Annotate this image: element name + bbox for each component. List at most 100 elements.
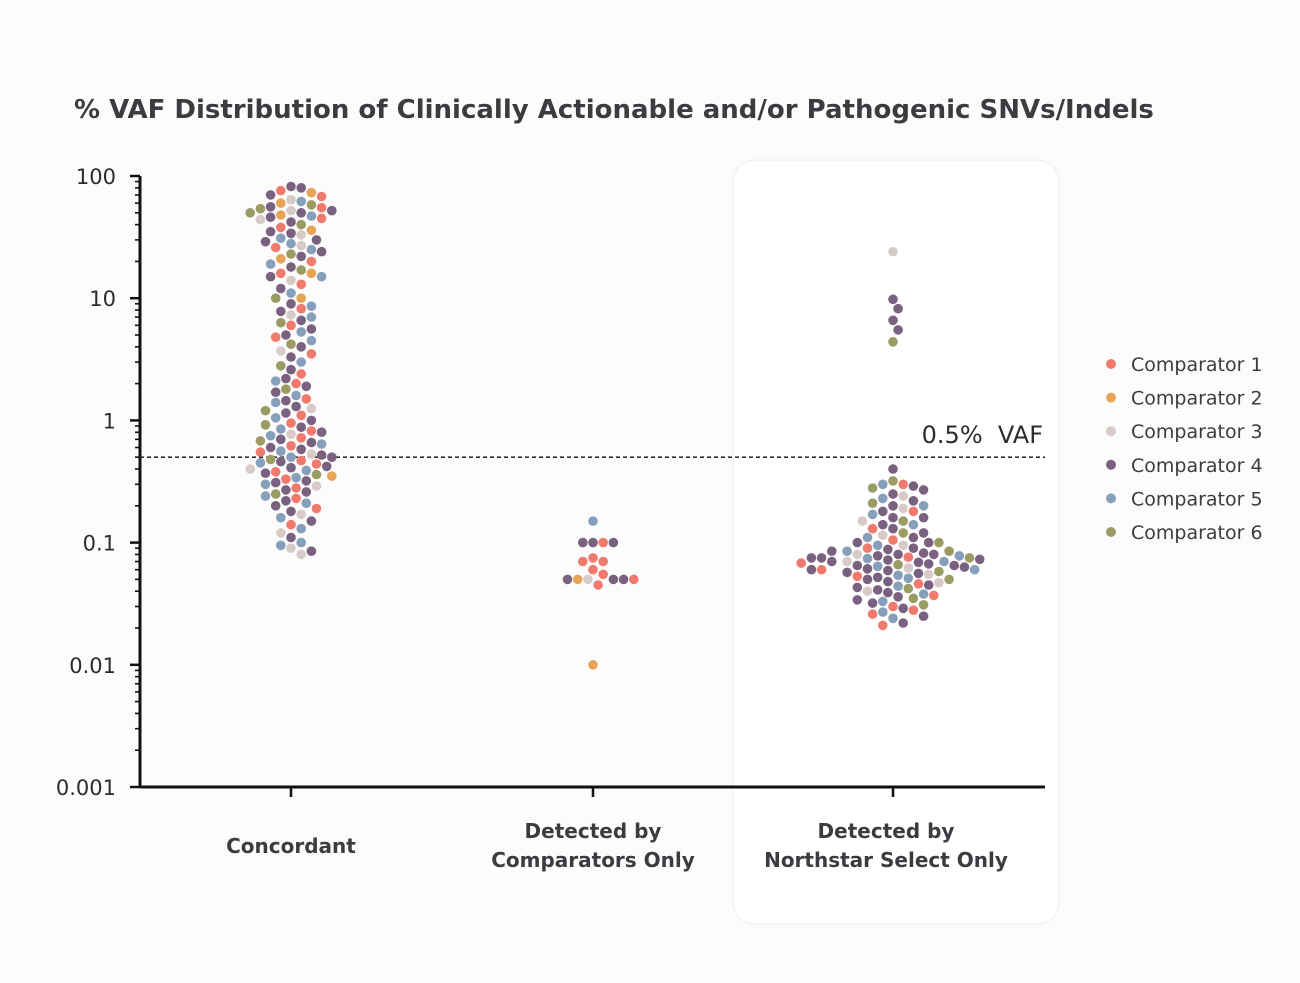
- data-point: [888, 315, 898, 326]
- data-point: [572, 574, 583, 585]
- data-point: [296, 279, 307, 290]
- data-point: [306, 403, 317, 414]
- data-point: [878, 620, 888, 631]
- data-point: [918, 512, 929, 523]
- data-point: [893, 592, 903, 602]
- data-point: [867, 598, 878, 608]
- data-point: [276, 283, 286, 294]
- data-point: [888, 464, 898, 474]
- data-point: [862, 553, 873, 564]
- data-point: [852, 560, 863, 571]
- data-point: [286, 519, 296, 530]
- data-point: [883, 587, 893, 598]
- data-point: [286, 532, 296, 543]
- data-point: [276, 233, 286, 243]
- data-point: [796, 558, 806, 568]
- data-point: [276, 346, 286, 356]
- data-point: [270, 467, 281, 477]
- data-point: [311, 469, 322, 480]
- data-point: [316, 246, 327, 257]
- data-point: [316, 427, 327, 438]
- data-point: [888, 512, 898, 523]
- data-point: [923, 580, 934, 590]
- legend-marker: [1106, 459, 1116, 470]
- data-point: [888, 523, 898, 534]
- data-point: [301, 381, 312, 392]
- data-point: [260, 405, 271, 416]
- data-point: [588, 553, 598, 563]
- data-point: [245, 464, 255, 474]
- data-point: [852, 595, 863, 605]
- data-point: [867, 498, 878, 509]
- data-point: [949, 560, 959, 571]
- data-point: [311, 503, 322, 514]
- data-point: [265, 430, 276, 441]
- data-point: [276, 512, 286, 523]
- data-point: [908, 593, 919, 604]
- data-point: [939, 556, 949, 567]
- data-point: [934, 577, 944, 588]
- data-point: [878, 506, 888, 517]
- data-point: [562, 574, 573, 585]
- data-point: [903, 583, 914, 594]
- data-point: [306, 211, 317, 221]
- data-point: [301, 476, 312, 486]
- data-point: [265, 442, 276, 453]
- data-point: [296, 303, 307, 314]
- category-label: Detected by: [818, 819, 955, 843]
- data-point: [306, 437, 317, 448]
- data-point: [281, 474, 291, 485]
- data-point: [296, 523, 307, 534]
- data-point: [311, 481, 322, 491]
- data-point: [883, 555, 893, 565]
- data-point: [918, 485, 929, 495]
- data-point: [306, 324, 317, 334]
- data-point: [306, 312, 317, 322]
- data-point: [878, 607, 888, 617]
- data-point: [296, 293, 307, 304]
- data-point: [306, 449, 317, 459]
- data-point: [301, 465, 312, 476]
- data-point: [296, 251, 307, 262]
- data-point: [306, 426, 317, 436]
- data-point: [903, 563, 914, 573]
- data-point: [270, 489, 281, 499]
- data-point: [903, 573, 914, 584]
- legend-label: Comparator 5: [1131, 488, 1263, 510]
- data-point: [276, 198, 286, 208]
- data-point: [964, 553, 975, 563]
- data-point: [929, 549, 939, 560]
- data-point: [316, 202, 327, 213]
- data-point: [934, 566, 944, 577]
- data-point: [296, 410, 307, 421]
- data-point: [862, 586, 873, 596]
- data-point: [888, 489, 898, 499]
- data-point: [296, 327, 307, 337]
- data-point: [898, 516, 908, 526]
- data-point: [959, 562, 970, 572]
- data-point: [908, 543, 919, 553]
- data-point: [286, 238, 296, 249]
- data-point: [908, 605, 919, 615]
- data-point: [306, 225, 317, 235]
- data-point: [296, 444, 307, 455]
- y-tick-label: 0.1: [83, 532, 116, 556]
- data-point: [286, 181, 296, 192]
- data-point: [629, 574, 639, 585]
- data-point: [276, 540, 286, 551]
- data-point: [883, 565, 893, 576]
- data-point: [867, 509, 878, 520]
- data-point: [867, 483, 878, 493]
- data-point: [583, 574, 593, 585]
- data-point: [867, 609, 878, 619]
- data-point: [291, 472, 301, 483]
- data-point: [265, 454, 276, 465]
- data-point: [852, 571, 863, 582]
- data-point: [270, 501, 281, 511]
- data-point: [281, 384, 291, 395]
- data-point: [588, 660, 598, 670]
- data-point: [296, 433, 307, 443]
- data-point: [598, 556, 608, 567]
- data-point: [888, 476, 898, 486]
- category-label: Comparators Only: [491, 848, 695, 872]
